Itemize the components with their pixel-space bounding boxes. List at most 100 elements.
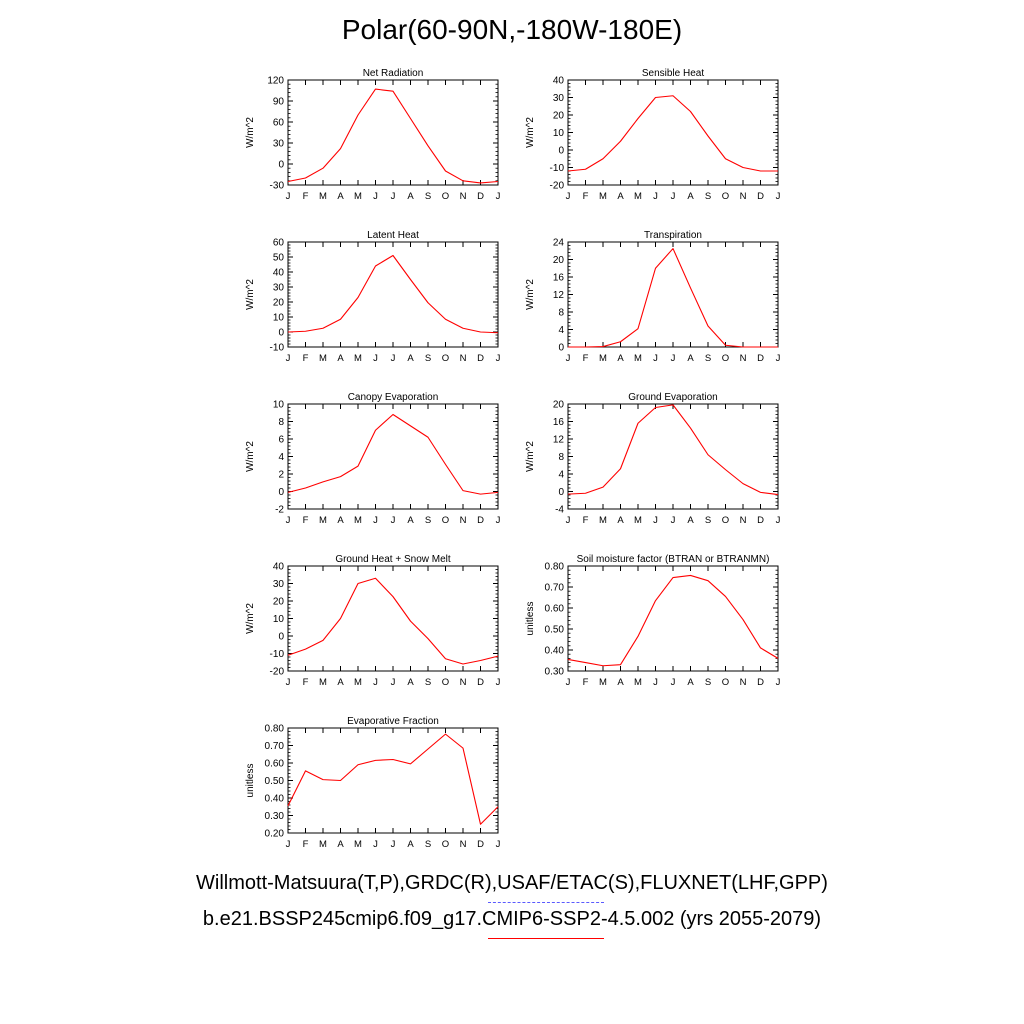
y-tick-label: 40 (553, 76, 565, 87)
y-tick-label: -20 (270, 667, 285, 678)
y-axis-label: W/m^2 (245, 603, 256, 634)
x-tick-label: O (442, 677, 449, 688)
y-tick-label: -10 (550, 163, 565, 174)
y-tick-label: 30 (553, 93, 565, 104)
x-tick-label: S (425, 839, 431, 850)
plot-frame (287, 565, 499, 672)
x-tick-label: A (407, 191, 414, 202)
x-tick-label: J (496, 515, 501, 526)
y-tick-label: 0.40 (545, 646, 565, 657)
y-tick-label: 8 (278, 417, 284, 428)
y-tick-label: 60 (273, 118, 285, 129)
x-tick-label: M (599, 353, 607, 364)
legend-observations-dash (488, 902, 604, 903)
x-tick-label: M (354, 191, 362, 202)
y-axis-label: unitless (525, 602, 536, 636)
chart-title: Net Radiation (363, 68, 424, 79)
y-tick-label: 0.40 (265, 794, 285, 805)
y-tick-label: 12 (553, 435, 565, 446)
y-tick-label: 16 (553, 273, 565, 284)
x-tick-label: M (354, 515, 362, 526)
y-tick-label: -10 (270, 649, 285, 660)
x-tick-label: O (722, 677, 729, 688)
y-tick-label: 0 (278, 487, 284, 498)
x-tick-label: M (319, 515, 327, 526)
x-tick-label: J (286, 191, 291, 202)
plot-frame (567, 403, 779, 510)
x-tick-label: J (653, 191, 658, 202)
x-tick-label: A (407, 839, 414, 850)
x-tick-label: D (757, 515, 764, 526)
x-tick-label: M (354, 839, 362, 850)
x-tick-label: J (373, 191, 378, 202)
x-tick-label: M (599, 677, 607, 688)
x-tick-label: D (477, 677, 484, 688)
chart-title: Canopy Evaporation (348, 392, 439, 403)
y-axis-label: W/m^2 (525, 117, 536, 148)
x-tick-label: J (496, 677, 501, 688)
x-tick-label: J (671, 677, 676, 688)
plot-frame (287, 241, 499, 348)
y-tick-label: 0.20 (265, 829, 285, 840)
x-tick-label: S (425, 515, 431, 526)
legend-model-label: b.e21.BSSP245cmip6.f09_g17.CMIP6-SSP2-4.… (202, 908, 822, 930)
y-tick-label: 0.50 (545, 625, 565, 636)
chart-title: Evaporative Fraction (347, 716, 439, 727)
series-line-model (568, 248, 778, 348)
x-tick-label: N (460, 677, 467, 688)
x-tick-label: M (634, 677, 642, 688)
series-line-model (287, 88, 499, 184)
x-tick-label: S (705, 677, 711, 688)
x-tick-label: O (442, 353, 449, 364)
x-tick-label: A (617, 515, 624, 526)
x-tick-label: J (391, 839, 396, 850)
chart-soil-moisture-factor: Soil moisture factor (BTRAN or BTRANMN) 0… (525, 554, 781, 688)
x-tick-label: O (442, 515, 449, 526)
y-tick-label: 16 (553, 417, 565, 428)
x-tick-label: A (407, 677, 414, 688)
y-tick-label: 20 (553, 111, 565, 122)
y-tick-label: 2 (278, 470, 284, 481)
x-tick-label: F (303, 515, 309, 526)
x-tick-label: S (705, 515, 711, 526)
x-tick-label: J (653, 515, 658, 526)
x-tick-label: A (617, 677, 624, 688)
x-tick-label: F (583, 677, 589, 688)
chart-ground-heat-snow-melt: Ground Heat + Snow Melt -20 -10 0 10 20 30 40 J F… (245, 554, 501, 688)
x-tick-label: J (373, 677, 378, 688)
x-tick-label: A (337, 191, 344, 202)
legend-model-line (488, 938, 604, 939)
x-tick-label: J (373, 515, 378, 526)
y-tick-label: 20 (553, 255, 565, 266)
y-axis-label: W/m^2 (245, 441, 256, 472)
x-tick-label: A (407, 353, 414, 364)
y-tick-label: 4 (558, 325, 564, 336)
y-tick-label: 8 (558, 452, 564, 463)
y-tick-label: -2 (275, 505, 284, 516)
x-tick-label: M (319, 353, 327, 364)
x-tick-label: J (566, 677, 571, 688)
y-axis-label: W/m^2 (245, 279, 256, 310)
x-tick-label: S (705, 191, 711, 202)
x-tick-label: A (617, 353, 624, 364)
y-tick-label: 0.70 (265, 741, 285, 752)
x-tick-label: F (303, 353, 309, 364)
x-tick-label: M (319, 839, 327, 850)
x-tick-label: J (496, 353, 501, 364)
x-tick-label: N (460, 515, 467, 526)
x-tick-label: J (391, 515, 396, 526)
x-tick-label: A (407, 515, 414, 526)
y-axis-label: W/m^2 (245, 117, 256, 148)
y-tick-label: 0 (278, 632, 284, 643)
legend-observations-label: Willmott-Matsuura(T,P),GRDC(R),USAF/ETAC… (196, 872, 828, 894)
x-tick-label: O (442, 191, 449, 202)
x-tick-label: M (319, 677, 327, 688)
x-tick-label: A (337, 515, 344, 526)
y-tick-label: 30 (273, 139, 285, 150)
x-tick-label: A (687, 677, 694, 688)
y-tick-label: 10 (273, 400, 285, 411)
